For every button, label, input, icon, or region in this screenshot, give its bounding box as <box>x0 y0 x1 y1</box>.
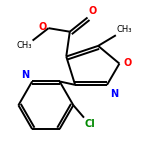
Text: O: O <box>124 58 132 68</box>
Text: N: N <box>110 89 118 99</box>
Text: Cl: Cl <box>85 119 96 129</box>
Text: CH₃: CH₃ <box>117 25 132 34</box>
Text: O: O <box>38 22 47 32</box>
Text: N: N <box>21 70 29 80</box>
Text: CH₃: CH₃ <box>16 41 32 50</box>
Text: O: O <box>88 6 97 16</box>
